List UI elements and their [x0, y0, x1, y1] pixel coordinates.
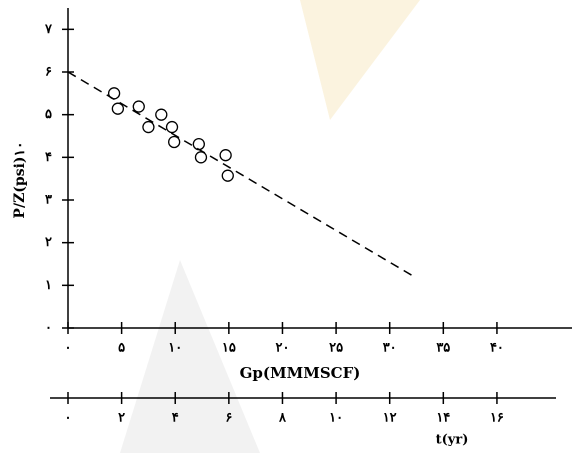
x2-tick-label: ۰ — [65, 411, 72, 426]
x2-tick-label: ۸ — [278, 411, 287, 426]
data-point — [143, 122, 154, 133]
data-point — [156, 109, 167, 120]
y-tick-label: ۳ — [45, 193, 52, 208]
x2-tick-label: ۶ — [225, 411, 232, 426]
x-axis-label: Gp(MMMSCF) — [240, 364, 361, 382]
x-tick-label: ۰ — [65, 341, 72, 356]
x-tick-label: ۲۰ — [275, 341, 289, 356]
data-point — [193, 139, 204, 150]
x-tick-label: ۳۰ — [383, 341, 397, 356]
data-point — [169, 136, 180, 147]
watermark — [120, 260, 260, 453]
x-tick-label: ۱۰ — [168, 341, 182, 356]
y-axis-label: P/Z(psi)۱۰ — [12, 141, 28, 218]
x2-tick-label: ۲ — [118, 411, 125, 426]
x-tick-label: ۳۵ — [436, 341, 450, 356]
data-point — [167, 122, 178, 133]
x2-tick-label: ۱۶ — [490, 411, 504, 426]
data-point — [112, 103, 123, 114]
y-tick-label: ۰ — [45, 321, 52, 336]
x2-tick-label: ۱۰ — [329, 411, 343, 426]
y-tick-label: ۲ — [45, 235, 52, 250]
y-tick-label: ۷ — [44, 22, 53, 37]
y-tick-label: ۵ — [45, 107, 52, 122]
trend-line — [68, 72, 414, 277]
y-tick-label: ۱ — [45, 278, 52, 293]
data-point — [133, 101, 144, 112]
data-point — [222, 170, 233, 181]
chart: Gp(MMMSCF) t(yr) P/Z(psi)۱۰ ۰۱۲۳۴۵۶۷۰۵۱۰… — [0, 0, 572, 453]
data-point — [109, 88, 120, 99]
y-tick-label: ۶ — [45, 65, 52, 80]
x2-tick-label: ۱۴ — [436, 411, 450, 426]
x-tick-label: ۱۵ — [222, 341, 236, 356]
x2-tick-label: ۱۲ — [383, 411, 397, 426]
data-point — [220, 150, 231, 161]
x-tick-label: ۵ — [118, 341, 125, 356]
x2-tick-label: ۴ — [172, 411, 179, 426]
x-tick-label: ۲۵ — [329, 341, 343, 356]
y-tick-label: ۴ — [45, 150, 52, 165]
watermark — [300, 0, 420, 120]
x2-axis-label: t(yr) — [436, 433, 469, 448]
data-point — [195, 152, 206, 163]
x-tick-label: ۴۰ — [490, 341, 504, 356]
